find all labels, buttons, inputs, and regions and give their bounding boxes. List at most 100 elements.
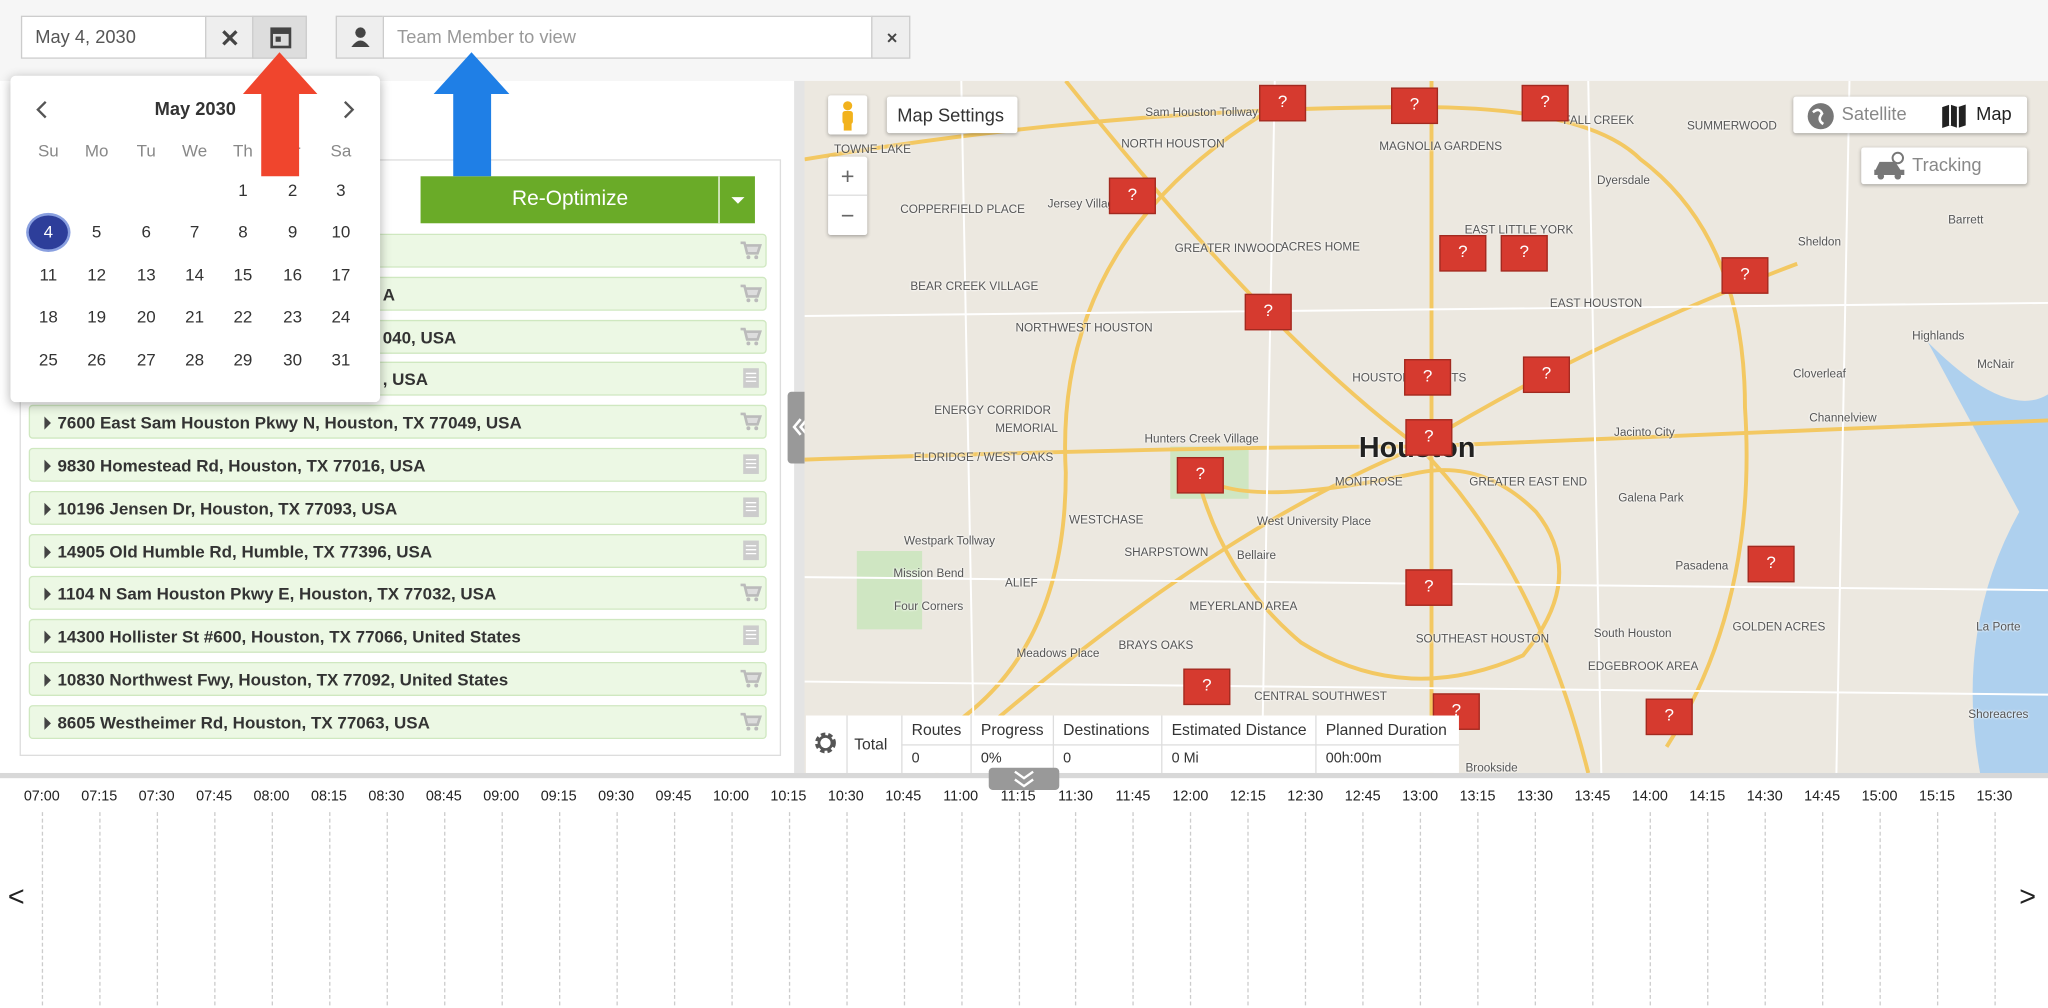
calendar-day[interactable]: 22 <box>233 306 253 327</box>
reoptimize-button[interactable]: Re-Optimize <box>420 176 720 224</box>
address-row[interactable]: 10196 Jensen Dr, Houston, TX 77093, USA <box>28 490 767 525</box>
cart-icon[interactable] <box>738 238 764 264</box>
calendar-day[interactable]: 20 <box>136 306 156 327</box>
expand-icon[interactable] <box>43 716 53 730</box>
expand-icon[interactable] <box>43 459 53 473</box>
zoom-in-button[interactable]: + <box>828 157 868 196</box>
calendar-day[interactable]: 4 <box>26 212 71 253</box>
calendar-day[interactable]: 10 <box>331 221 351 242</box>
calendar-day[interactable]: 7 <box>189 221 200 242</box>
calendar-day[interactable]: 8 <box>238 221 248 242</box>
map[interactable]: NORTH HOUSTON TOWNE LAKE Jersey Village COP… <box>804 80 2048 773</box>
satellite-button[interactable]: Satellite <box>1841 103 1907 125</box>
settings-icon[interactable] <box>812 730 838 756</box>
calendar-day[interactable]: 14 <box>185 265 205 285</box>
map-marker[interactable]: ? <box>1405 569 1453 606</box>
member-input[interactable]: Team Member to view <box>382 15 873 59</box>
expand-icon[interactable] <box>43 545 53 559</box>
calendar-day[interactable]: 30 <box>283 349 303 370</box>
calendar-day[interactable]: 25 <box>38 349 58 370</box>
map-settings-button[interactable]: Map Settings <box>886 96 1018 134</box>
zoom-out-button[interactable]: − <box>840 202 855 229</box>
document-icon[interactable] <box>738 366 764 392</box>
calendar-day[interactable]: 12 <box>87 265 107 285</box>
calendar-day[interactable]: 6 <box>141 221 151 242</box>
address-row[interactable]: 1104 N Sam Houston Pkwy E, Houston, TX 7… <box>28 576 767 611</box>
calendar-day[interactable]: 31 <box>331 349 351 370</box>
map-marker[interactable]: ? <box>1522 356 1570 394</box>
calendar-day[interactable]: 2 <box>287 180 298 200</box>
date-input[interactable]: May 4, 2030 <box>20 15 207 59</box>
reoptimize-dropdown[interactable] <box>718 176 755 224</box>
map-marker[interactable]: ? <box>1259 84 1307 122</box>
address-row[interactable]: 14905 Old Humble Rd, Humble, TX 77396, U… <box>28 533 767 568</box>
map-marker[interactable]: ? <box>1500 235 1548 272</box>
map-marker[interactable]: ? <box>1391 87 1439 125</box>
address-text: 8605 Westheimer Rd, Houston, TX 77063, U… <box>57 712 430 733</box>
map-marker[interactable]: ? <box>1405 419 1453 456</box>
calendar-day[interactable]: 16 <box>283 265 303 285</box>
calendar-day[interactable]: 18 <box>38 306 58 327</box>
calendar-day[interactable]: 5 <box>91 221 102 242</box>
map-marker[interactable]: ? <box>1439 235 1487 272</box>
address-row[interactable]: 10830 Northwest Fwy, Houston, TX 77092, … <box>28 661 767 696</box>
calendar-day[interactable]: 21 <box>185 306 205 327</box>
expand-icon[interactable] <box>43 673 53 687</box>
collapse-timeline-button[interactable] <box>988 767 1060 790</box>
cart-icon[interactable] <box>738 409 764 435</box>
calendar-day[interactable]: 1 <box>238 180 248 200</box>
address-row[interactable]: 7600 East Sam Houston Pkwy N, Houston, T… <box>28 405 767 439</box>
calendar-day[interactable]: 28 <box>185 349 205 370</box>
prev-month-button[interactable] <box>31 99 52 120</box>
cart-icon[interactable] <box>738 580 764 606</box>
timeline-gridline <box>1649 812 1652 1006</box>
document-icon[interactable] <box>738 452 764 478</box>
map-marker[interactable]: ? <box>1645 698 1693 736</box>
expand-icon[interactable] <box>43 588 53 602</box>
map-button[interactable]: Map <box>1976 103 2012 125</box>
calendar-day[interactable]: 11 <box>39 265 58 285</box>
calendar-day[interactable]: 24 <box>331 306 351 327</box>
calendar-day[interactable]: 3 <box>336 180 346 200</box>
map-place-label: TOWNE LAKE <box>834 142 911 156</box>
cart-icon[interactable] <box>738 666 764 692</box>
timeline-next[interactable]: > <box>2019 880 2037 913</box>
document-icon[interactable] <box>738 537 764 563</box>
map-marker[interactable]: ? <box>1176 456 1224 494</box>
calendar-button[interactable] <box>252 15 307 59</box>
cart-icon[interactable] <box>738 280 764 306</box>
address-row[interactable]: 14300 Hollister St #600, Houston, TX 770… <box>28 619 767 654</box>
next-month-button[interactable] <box>338 99 359 120</box>
street-view-button[interactable] <box>828 95 868 135</box>
map-marker[interactable]: ? <box>1404 359 1452 396</box>
map-marker[interactable]: ? <box>1183 668 1231 706</box>
document-icon[interactable] <box>738 495 764 521</box>
calendar-day[interactable]: 9 <box>287 221 298 242</box>
expand-icon[interactable] <box>43 630 53 644</box>
map-icon <box>1942 104 1966 128</box>
cart-icon[interactable] <box>738 709 764 735</box>
clear-member-button[interactable] <box>871 15 911 59</box>
map-marker[interactable]: ? <box>1244 293 1292 331</box>
map-marker[interactable]: ? <box>1108 177 1156 215</box>
calendar-day[interactable]: 17 <box>331 265 351 285</box>
calendar-day[interactable]: 29 <box>233 349 253 370</box>
clear-date-button[interactable] <box>205 15 254 59</box>
map-marker[interactable]: ? <box>1521 84 1569 122</box>
calendar-day[interactable]: 26 <box>87 349 107 370</box>
calendar-day[interactable]: 15 <box>233 265 253 285</box>
tracking-button[interactable]: Tracking <box>1861 147 2028 185</box>
map-marker[interactable]: ? <box>1747 545 1795 583</box>
cart-icon[interactable] <box>738 323 764 349</box>
expand-icon[interactable] <box>43 502 53 516</box>
calendar-day[interactable]: 23 <box>283 306 303 327</box>
calendar-day[interactable]: 27 <box>136 349 156 370</box>
address-row[interactable]: 8605 Westheimer Rd, Houston, TX 77063, U… <box>28 704 767 739</box>
document-icon[interactable] <box>738 623 764 649</box>
calendar-day[interactable]: 19 <box>87 306 107 327</box>
address-row[interactable]: 9830 Homestead Rd, Houston, TX 77016, US… <box>28 447 767 482</box>
timeline-prev[interactable]: < <box>7 880 25 913</box>
calendar-day[interactable]: 13 <box>136 265 156 285</box>
expand-icon[interactable] <box>43 416 53 430</box>
map-marker[interactable]: ? <box>1721 257 1769 294</box>
